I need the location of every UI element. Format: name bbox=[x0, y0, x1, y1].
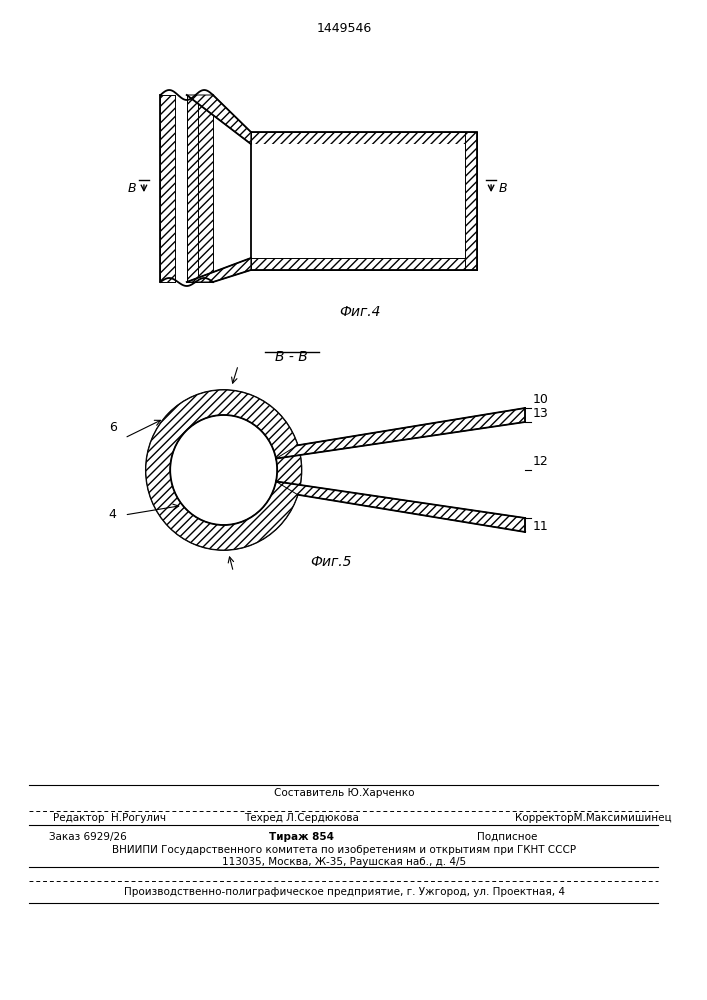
Bar bbox=[251, 132, 477, 270]
Text: Подписное: Подписное bbox=[477, 832, 537, 842]
Text: 4: 4 bbox=[109, 508, 117, 522]
Text: В: В bbox=[499, 182, 508, 194]
Polygon shape bbox=[276, 408, 525, 459]
Text: 13: 13 bbox=[533, 407, 549, 420]
Polygon shape bbox=[187, 258, 251, 282]
Text: Редактор  Н.Рогулич: Редактор Н.Рогулич bbox=[54, 813, 166, 823]
Text: 12: 12 bbox=[533, 455, 549, 468]
Text: КорректорМ.Максимишинец: КорректорМ.Максимишинец bbox=[515, 813, 672, 823]
Bar bbox=[464, 132, 477, 270]
Text: Производственно-полиграфическое предприятие, г. Ужгород, ул. Проектная, 4: Производственно-полиграфическое предприя… bbox=[124, 887, 565, 897]
Bar bbox=[187, 95, 199, 282]
Text: Техред Л.Сердюкова: Техред Л.Сердюкова bbox=[244, 813, 359, 823]
Text: В: В bbox=[127, 182, 136, 194]
Text: 11: 11 bbox=[533, 520, 549, 533]
Bar bbox=[251, 144, 464, 258]
Text: Фиг.5: Фиг.5 bbox=[310, 555, 351, 569]
Bar bbox=[199, 95, 213, 282]
Text: 113035, Москва, Ж-35, Раушская наб., д. 4/5: 113035, Москва, Ж-35, Раушская наб., д. … bbox=[222, 857, 467, 867]
Text: 6: 6 bbox=[109, 421, 117, 434]
Wedge shape bbox=[146, 390, 301, 550]
Text: 10: 10 bbox=[533, 393, 549, 406]
Polygon shape bbox=[276, 481, 525, 532]
Bar bbox=[160, 95, 175, 282]
Bar bbox=[251, 132, 477, 144]
Text: ВНИИПИ Государственного комитета по изобретениям и открытиям при ГКНТ СССР: ВНИИПИ Государственного комитета по изоб… bbox=[112, 845, 576, 855]
Polygon shape bbox=[187, 95, 251, 144]
Text: В - В: В - В bbox=[275, 350, 308, 364]
Bar bbox=[175, 95, 187, 282]
Text: Составитель Ю.Харченко: Составитель Ю.Харченко bbox=[274, 788, 414, 798]
Text: 1449546: 1449546 bbox=[317, 22, 372, 35]
Text: Заказ 6929/26: Заказ 6929/26 bbox=[49, 832, 127, 842]
Text: Тираж 854: Тираж 854 bbox=[269, 832, 334, 842]
Bar bbox=[251, 258, 477, 270]
Text: Фиг.4: Фиг.4 bbox=[339, 305, 380, 319]
